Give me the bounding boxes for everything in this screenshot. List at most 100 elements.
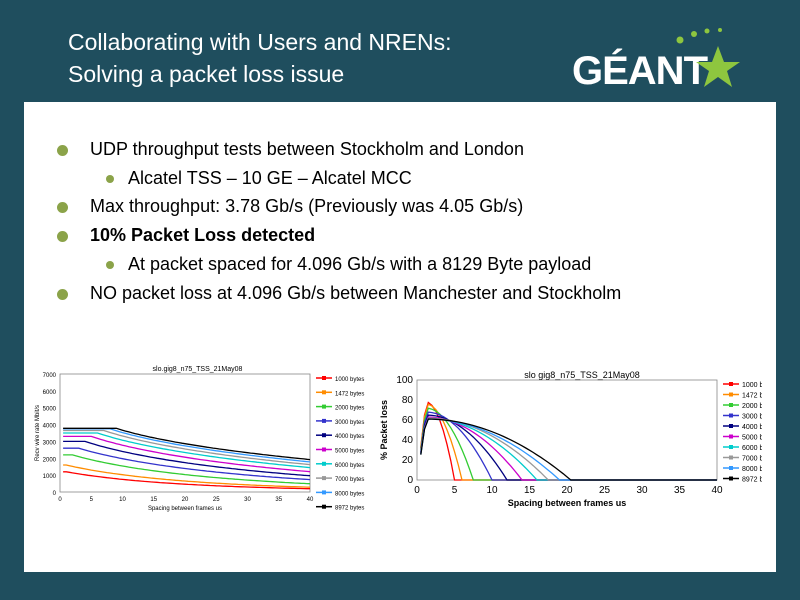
legend-label: 8000 bytes [335,491,364,497]
y-tick-label: 4000 [43,424,57,430]
series-line [420,418,717,481]
series-line [63,464,311,488]
legend-label: 8972 bytes [335,506,364,512]
x-tick-label: 25 [213,497,220,503]
sub-bullet-icon [106,261,114,269]
y-axis-label: % Packet loss [379,400,389,460]
series-line [63,429,311,466]
y-tick-label: 80 [402,395,414,406]
legend-label: 5000 bytes [335,449,364,455]
legend-marker [322,404,326,409]
slide-header: Collaborating with Users and NRENs: Solv… [0,0,800,102]
legend-label: 3000 bytes [742,414,762,421]
y-tick-label: 6000 [43,390,57,396]
logo-dot-icon [676,36,684,44]
x-axis-label: Spacing between frames us [148,506,222,512]
chart-title: slo.gig8_n75_TSS_21May08 [153,366,243,373]
legend-marker [729,413,733,418]
legend-label: 2000 bytes [335,406,364,412]
x-axis-label: Spacing between frames us [508,498,627,508]
legend-marker [729,382,733,386]
legend-label: 7000 bytes [742,456,762,463]
legend-marker [729,476,733,481]
title-line-1: Collaborating with Users and NRENs: [68,29,452,55]
x-tick-label: 40 [711,485,723,496]
y-tick-label: 100 [396,375,413,386]
series-line [63,440,311,477]
x-tick-label: 20 [182,497,189,503]
y-tick-label: 3000 [43,440,57,446]
throughput-chart: 0 1000 2000 3000 4000 5000 6000 7000 0 5 10 15 20 25 3… [35,366,364,512]
x-tick-label: 20 [561,485,573,496]
series-line [63,471,310,490]
sub-bullet-icon [106,175,114,183]
bullet-icon [57,289,68,300]
legend-marker [322,390,326,395]
legend-marker [322,376,326,380]
footer-tagline: connect • communicate • collaborate [566,544,728,555]
y-tick-label: 60 [402,415,414,426]
x-tick-label: 30 [244,497,251,503]
legend-marker [729,466,733,470]
legend-label: 6000 bytes [742,445,762,452]
legend-label: 4000 bytes [335,434,364,440]
x-tick-label: 0 [58,497,62,503]
legend-label: 4000 bytes [742,424,762,431]
y-tick-label: 0 [407,475,413,486]
legend-marker [322,433,326,438]
series-line [63,447,311,481]
legend-label: 2000 bytes [742,403,762,410]
series-line [63,454,311,485]
logo-dot-icon [704,28,710,34]
legend-marker [729,424,733,428]
title-line-2: Solving a packet loss issue [68,61,345,87]
x-tick-label: 5 [90,497,94,503]
x-tick-label: 10 [119,497,126,503]
legend-label: 5000 bytes [742,435,762,442]
y-tick-label: 20 [402,455,414,466]
legend-marker [729,445,733,449]
legend-label: 7000 bytes [335,477,364,483]
plot-area [416,379,718,481]
slide-title: Collaborating with Users and NRENs: Solv… [68,26,452,90]
y-axis-label: Recv wire rate Mbit/s [35,405,41,461]
slide-content: UDP throughput tests between Stockholm a… [24,102,776,572]
geant-logo: GÉANT [572,28,740,93]
legend-label: 6000 bytes [335,463,364,469]
packet-loss-chart: 0 20 40 60 80 100 0 5 10 15 20 25 30 35 40 slo gig8_n75… [379,370,762,508]
logo-dot-icon [691,31,697,37]
legend-marker [729,434,733,439]
x-tick-label: 30 [636,485,648,496]
y-tick-label: 1000 [43,474,57,480]
x-tick-label: 10 [486,485,498,496]
legend-marker [322,504,326,509]
y-tick-label: 2000 [43,457,57,463]
legend-marker [729,392,733,397]
chart-title: slo gig8_n75_TSS_21May08 [524,370,640,380]
legend-marker [322,490,326,495]
geant-logo-text: GÉANT [572,48,708,93]
x-tick-label: 15 [150,497,157,503]
series-line [63,427,311,461]
sub-bullet-item: At packet spaced for 4.096 Gb/s with a 8… [128,254,592,274]
legend-marker [322,476,326,481]
legend-marker [322,418,326,423]
logo-dot-icon [718,28,722,32]
legend-label: 8972 bytes [742,477,762,484]
x-tick-label: 35 [674,485,686,496]
logo-star-icon [696,46,740,87]
sub-bullet-item: Alcatel TSS – 10 GE – Alcatel MCC [128,168,412,188]
legend-label: 8000 bytes [742,466,762,473]
y-tick-label: 5000 [43,407,57,413]
x-tick-label: 0 [414,485,420,496]
x-tick-label: 40 [307,497,314,503]
series-line [63,435,311,473]
legend-marker [729,403,733,407]
bullet-item-bold: 10% Packet Loss detected [90,225,316,245]
legend-marker [322,461,326,466]
series-line [63,432,311,469]
legend-label: 1472 bytes [742,393,762,400]
x-tick-label: 25 [599,485,611,496]
bullet-icon [57,145,68,156]
